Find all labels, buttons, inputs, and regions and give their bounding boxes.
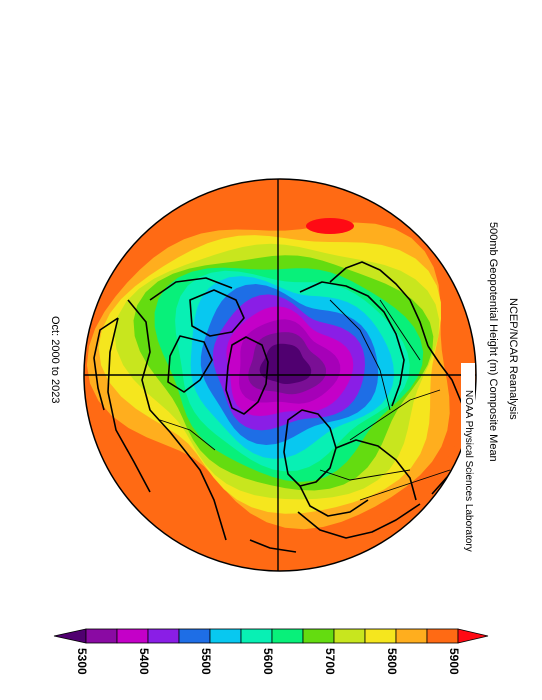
political-borders [159,299,451,501]
colorbar-high-arrow [457,628,489,644]
colorbar-tick-label: 5800 [385,648,399,675]
colorbar-segment [302,628,335,644]
colorbar-tick-label: 5900 [447,648,461,675]
title-line-2: 500mb Geopotential Height (m) Composite … [487,222,499,462]
credit-label: NOAA Physical Sciences Laboratory [463,390,474,552]
colorbar-tick-label: 5300 [75,648,89,675]
colorbar-segment [116,628,149,644]
colorbar-tick-label: 5700 [323,648,337,675]
colorbar-segment [426,628,459,644]
colorbar-segment [271,628,304,644]
colorbar-low-arrow [53,628,87,644]
colorbar-segment [240,628,273,644]
height-contours [84,201,468,543]
title-line-1: NCEP/NCAR Reanalysis [507,298,519,420]
period-label: Oct: 2000 to 2023 [49,316,61,403]
colorbar-tick-label: 5600 [261,648,275,675]
colorbar-tick-label: 5500 [199,648,213,675]
colorbar-segment [333,628,366,644]
colorbar-segment [178,628,211,644]
colorbar-segment [147,628,180,644]
colorbar-segment [85,628,118,644]
colorbar-tick-label: 5400 [137,648,151,675]
colorbar-segment [364,628,397,644]
colorbar-tick-labels: 5300 5400 5500 5600 5700 5800 5900 [75,648,461,675]
high-height-spot [306,218,354,234]
colorbar-segment [209,628,242,644]
contour-band [259,343,312,384]
credit-label-background [461,363,475,563]
colorbar-segment [395,628,428,644]
polar-map [84,179,476,571]
colorbar [53,628,489,644]
